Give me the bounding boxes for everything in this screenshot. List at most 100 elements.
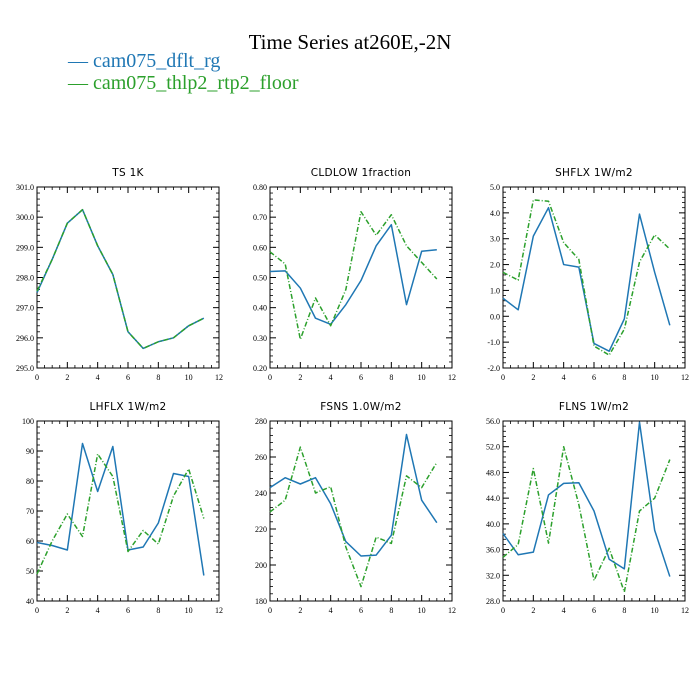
y-tick-label: 80 (26, 477, 34, 486)
x-tick-label: 10 (185, 373, 193, 382)
series-line-1 (502, 445, 671, 593)
y-tick-label: 52.0 (486, 443, 500, 452)
y-tick-label: 56.0 (486, 417, 500, 426)
y-tick-label: 0.50 (253, 274, 267, 283)
legend-label-thlp2: cam075_thlp2_rtp2_floor (93, 72, 299, 94)
y-tick-label: 200 (255, 561, 267, 570)
x-tick-label: 0 (35, 606, 39, 615)
x-tick-label: 8 (156, 606, 160, 615)
x-tick-label: 4 (329, 606, 333, 615)
y-tick-label: 40 (26, 597, 34, 606)
x-tick-label: 6 (359, 606, 363, 615)
series-line-0 (502, 206, 671, 352)
x-tick-label: 6 (126, 606, 130, 615)
x-tick-label: 0 (35, 373, 39, 382)
series-line-1 (36, 453, 205, 575)
series-line-1 (502, 199, 671, 356)
x-tick-label: 0 (501, 373, 505, 382)
y-tick-label: 28.0 (486, 597, 500, 606)
x-tick-label: 12 (215, 373, 223, 382)
x-tick-label: 12 (681, 373, 689, 382)
panel-4: FSNS 1.0W/m2 0 2 4 6 8 10 12 180 200 220 240 260 280 (255, 401, 456, 615)
x-tick-label: 12 (681, 606, 689, 615)
x-tick-label: 6 (592, 373, 596, 382)
x-tick-label: 0 (501, 606, 505, 615)
y-tick-label: 60 (26, 537, 34, 546)
panel-5: FLNS 1W/m2 0 2 4 6 8 10 12 28.0 32.0 36.0 40.0 44.0 4… (486, 401, 689, 615)
y-tick-label: 301.0 (16, 183, 34, 192)
y-tick-label: 36.0 (486, 546, 500, 555)
x-tick-label: 4 (562, 373, 566, 382)
y-tick-label: 1.0 (490, 286, 500, 295)
panel-0: TS 1K 0 2 4 6 8 10 12 295.0 296.0 297.0 298.0 299.0 3… (16, 167, 223, 382)
y-tick-label: 0.80 (253, 183, 267, 192)
series-line-0 (502, 421, 671, 577)
y-tick-label: 5.0 (490, 183, 500, 192)
x-tick-label: 0 (268, 606, 272, 615)
legend-item-dflt-rg: — cam075_dflt_rg (68, 50, 220, 73)
panel-title: SHFLX 1W/m2 (555, 167, 633, 179)
y-tick-label: 0.0 (490, 312, 500, 321)
y-tick-label: 240 (255, 489, 267, 498)
x-tick-label: 4 (562, 606, 566, 615)
panel-title: TS 1K (111, 167, 144, 179)
y-tick-label: 280 (255, 417, 267, 426)
x-tick-label: 2 (531, 373, 535, 382)
panel-2: SHFLX 1W/m2 0 2 4 6 8 10 12 -2.0 -1.0 0.0 1.0 2.0 3.0… (487, 167, 689, 382)
x-tick-label: 6 (359, 373, 363, 382)
y-tick-label: 260 (255, 453, 267, 462)
y-tick-label: 0.30 (253, 334, 267, 343)
y-tick-label: 0.40 (253, 304, 267, 313)
x-tick-label: 0 (268, 373, 272, 382)
y-tick-label: 50 (26, 567, 34, 576)
y-tick-label: 90 (26, 447, 34, 456)
x-tick-label: 12 (448, 606, 456, 615)
x-tick-label: 8 (156, 373, 160, 382)
plot-frame (36, 420, 220, 602)
y-tick-label: 296.0 (16, 334, 34, 343)
y-tick-label: 0.70 (253, 213, 267, 222)
x-tick-label: 6 (126, 373, 130, 382)
series-line-0 (269, 223, 437, 326)
y-tick-label: 300.0 (16, 213, 34, 222)
x-tick-label: 4 (96, 373, 100, 382)
y-tick-label: 32.0 (486, 571, 500, 580)
y-tick-label: 0.20 (253, 364, 267, 373)
series-line-1 (269, 210, 438, 341)
y-tick-label: 4.0 (490, 209, 500, 218)
y-tick-label: 44.0 (486, 494, 500, 503)
legend-marker-thlp2: — (68, 72, 93, 94)
x-tick-label: 8 (622, 373, 626, 382)
x-tick-label: 2 (531, 606, 535, 615)
x-tick-label: 2 (65, 373, 69, 382)
y-tick-label: 2.0 (490, 261, 500, 270)
plot-frame (269, 186, 453, 369)
y-tick-label: 180 (255, 597, 267, 606)
panel-title: CLDLOW 1fraction (311, 167, 412, 179)
series-line-0 (36, 442, 205, 576)
x-tick-label: 2 (65, 606, 69, 615)
x-tick-label: 8 (389, 373, 393, 382)
legend-marker-dflt-rg: — (68, 50, 93, 72)
y-tick-label: 297.0 (16, 304, 34, 313)
y-tick-label: 40.0 (486, 520, 500, 529)
y-tick-label: 299.0 (16, 243, 34, 252)
y-tick-label: 0.60 (253, 243, 267, 252)
series-line-0 (36, 208, 205, 350)
plot-frame (36, 186, 220, 369)
x-tick-label: 6 (592, 606, 596, 615)
x-tick-label: 10 (185, 606, 193, 615)
x-tick-label: 2 (298, 606, 302, 615)
x-tick-label: 8 (622, 606, 626, 615)
plot-frame (269, 420, 453, 602)
series-line-1 (36, 208, 205, 350)
x-tick-label: 12 (215, 606, 223, 615)
panel-title: FLNS 1W/m2 (559, 401, 629, 413)
x-tick-label: 12 (448, 373, 456, 382)
y-tick-label: 48.0 (486, 468, 500, 477)
y-tick-label: 3.0 (490, 235, 500, 244)
legend-label-dflt-rg: cam075_dflt_rg (93, 50, 221, 72)
panel-title: FSNS 1.0W/m2 (320, 401, 402, 413)
y-tick-label: -2.0 (487, 364, 500, 373)
